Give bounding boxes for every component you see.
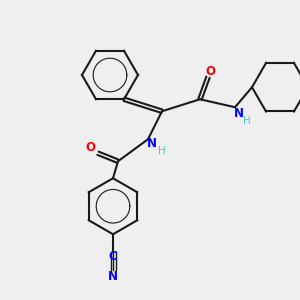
Text: H: H	[158, 146, 166, 156]
Text: O: O	[85, 141, 95, 154]
Text: C: C	[109, 250, 117, 263]
Text: N: N	[234, 107, 244, 120]
Text: N: N	[147, 137, 157, 150]
Text: H: H	[243, 116, 251, 126]
Text: O: O	[205, 65, 215, 78]
Text: N: N	[108, 270, 118, 283]
